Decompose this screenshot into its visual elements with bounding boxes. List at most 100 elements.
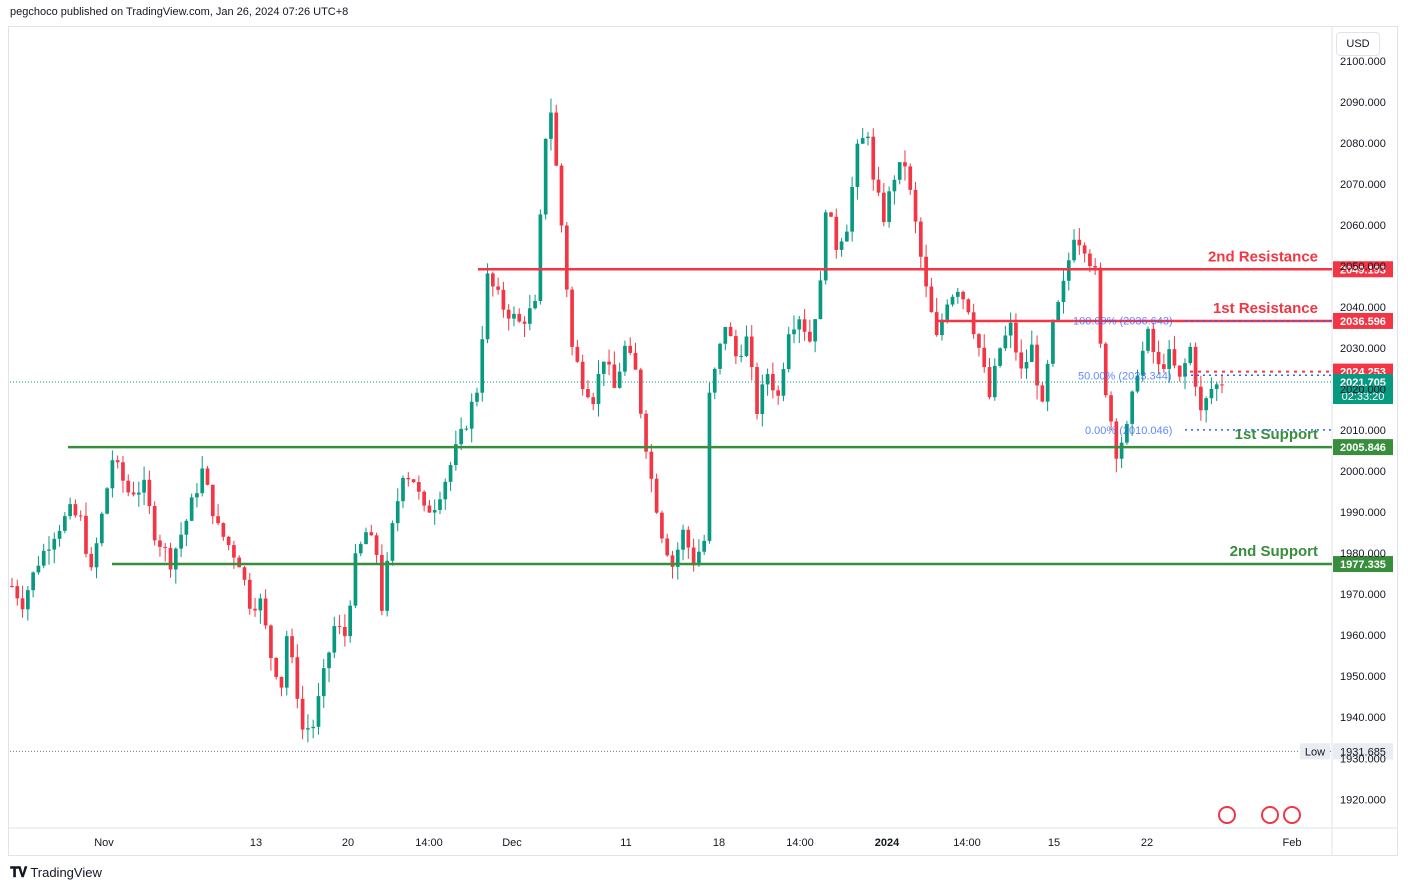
candle-body [845,231,849,242]
y-tick-label: 2060.000 [1340,220,1386,232]
candle-body [897,162,902,180]
candle-body [105,488,109,514]
low-price-tag [1333,743,1393,760]
candle-body [110,460,115,489]
candle-body [786,334,791,370]
candle-body [247,579,252,609]
candle-body [670,555,675,567]
candle-body [860,138,865,144]
candle-body [364,532,368,545]
candle-body [464,428,469,430]
candle-body [1125,423,1129,443]
last-price-label: 2021.705 [1340,377,1386,389]
candle-body [934,312,939,336]
candle-body [966,299,971,313]
candle-body [221,523,226,537]
candle-body [1088,253,1092,267]
candle-body [94,543,99,568]
candle-body [649,451,654,479]
candle-body [570,289,574,347]
y-tick-label: 1940.000 [1340,712,1386,724]
level-name: 1st Resistance [1213,300,1318,317]
candle-body [517,313,522,322]
candle-body [1199,386,1203,411]
level-price-tag [1333,312,1393,329]
brand-name: TradingView [30,865,102,880]
last-price-tag [1333,374,1393,405]
y-tick-label: 2100.000 [1340,56,1386,68]
candle-body [242,567,247,580]
candle-body [1082,245,1087,254]
candle-body [559,165,564,226]
candle-body [1035,344,1039,386]
candle-body [818,280,823,320]
candle-body [168,547,173,570]
candle-body [448,465,453,482]
candle-body [903,162,907,167]
candle-body [586,389,590,398]
candle-body [660,512,664,539]
tradingview-logo-icon: 𝐓𝐕 [10,864,27,880]
candle-body [808,331,812,342]
candle-body [284,636,289,688]
candle-body [1177,365,1182,377]
candle-body [908,166,913,190]
candle-body [475,392,479,402]
level-name: 2nd Support [1230,543,1318,560]
candle-body [855,143,860,187]
candle-body [580,361,585,390]
candle-body [876,179,881,193]
candle-body [955,291,960,297]
candle-body [823,212,828,281]
candle-body [1172,349,1177,366]
candle-body [136,492,141,495]
currency-selector[interactable]: USD [1336,32,1380,56]
candle-body [348,605,353,637]
candle-body [327,652,331,669]
candle-body [792,329,796,335]
candle-body [343,626,347,637]
candle-body [226,536,231,546]
candle-body [189,497,194,521]
level-price-tag [1333,261,1393,278]
candle-body [866,136,870,139]
candle-body [311,726,316,729]
countdown-label: 02:33:20 [1342,391,1385,403]
candle-body [200,468,205,494]
y-tick-label: 1930.000 [1340,753,1386,765]
candle-body [1019,352,1024,369]
candle-body [353,553,358,606]
candle-body [881,192,886,223]
candle-body [1167,349,1172,369]
candle-body [184,520,189,535]
candle-body [68,504,72,517]
candle-body [432,510,437,513]
candle-body [1183,363,1187,377]
candle-body [306,728,310,730]
candle-body [1156,351,1161,365]
candle-body [987,367,992,398]
candle-body [427,505,432,513]
candle-body [274,657,279,677]
candle-body [295,657,300,699]
candle-body [1066,260,1071,281]
candle-body [781,369,786,396]
candle-body [633,352,638,370]
candle-body [485,273,490,340]
candle-body [533,301,537,309]
candle-body [126,480,131,493]
low-price-label: 1931.685 [1340,746,1386,758]
candle-body [887,191,891,223]
y-tick-label: 1920.000 [1340,794,1386,806]
candle-body [612,364,617,388]
candle-body [1045,363,1050,402]
candle-body [638,369,643,414]
candle-body [62,516,67,531]
candle-body [739,355,744,357]
candle-body [924,256,928,287]
candle-body [1193,346,1198,387]
candle-body [654,478,659,513]
candle-body [1130,391,1135,424]
candle-body [26,590,30,610]
